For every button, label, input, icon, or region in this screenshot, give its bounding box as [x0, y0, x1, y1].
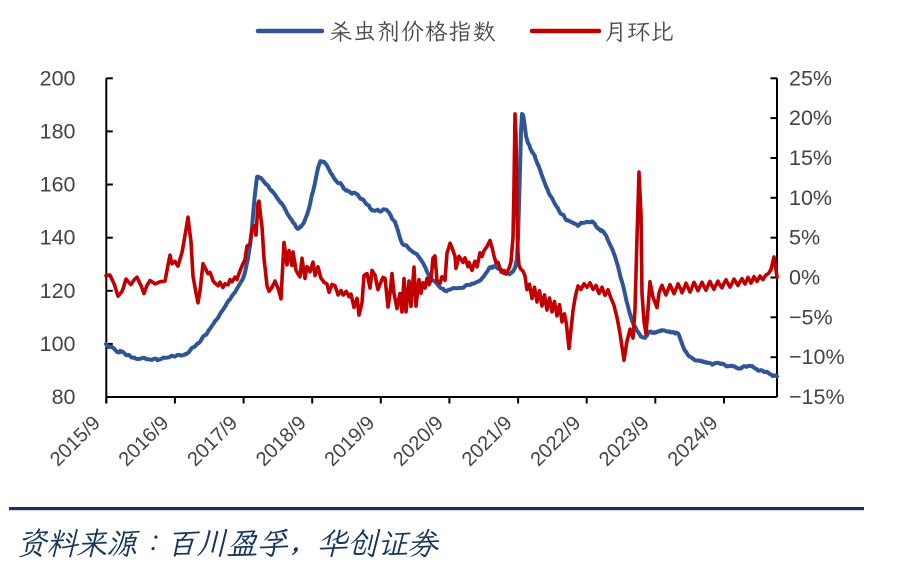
svg-text:100: 100	[40, 332, 76, 356]
svg-text:25%: 25%	[789, 66, 832, 90]
svg-text:10%: 10%	[789, 186, 832, 210]
svg-text:200: 200	[40, 66, 76, 90]
svg-text:80: 80	[52, 385, 76, 409]
svg-text:180: 180	[40, 119, 76, 143]
svg-text:15%: 15%	[789, 146, 832, 170]
svg-text:160: 160	[40, 173, 76, 197]
svg-text:5%: 5%	[789, 226, 820, 250]
svg-text:140: 140	[40, 226, 76, 250]
svg-text:−5%: −5%	[789, 305, 833, 329]
svg-text:120: 120	[40, 279, 76, 303]
svg-text:−15%: −15%	[789, 385, 845, 409]
svg-text:20%: 20%	[789, 106, 832, 130]
svg-text:−10%: −10%	[789, 345, 845, 369]
svg-text:0%: 0%	[789, 266, 820, 290]
